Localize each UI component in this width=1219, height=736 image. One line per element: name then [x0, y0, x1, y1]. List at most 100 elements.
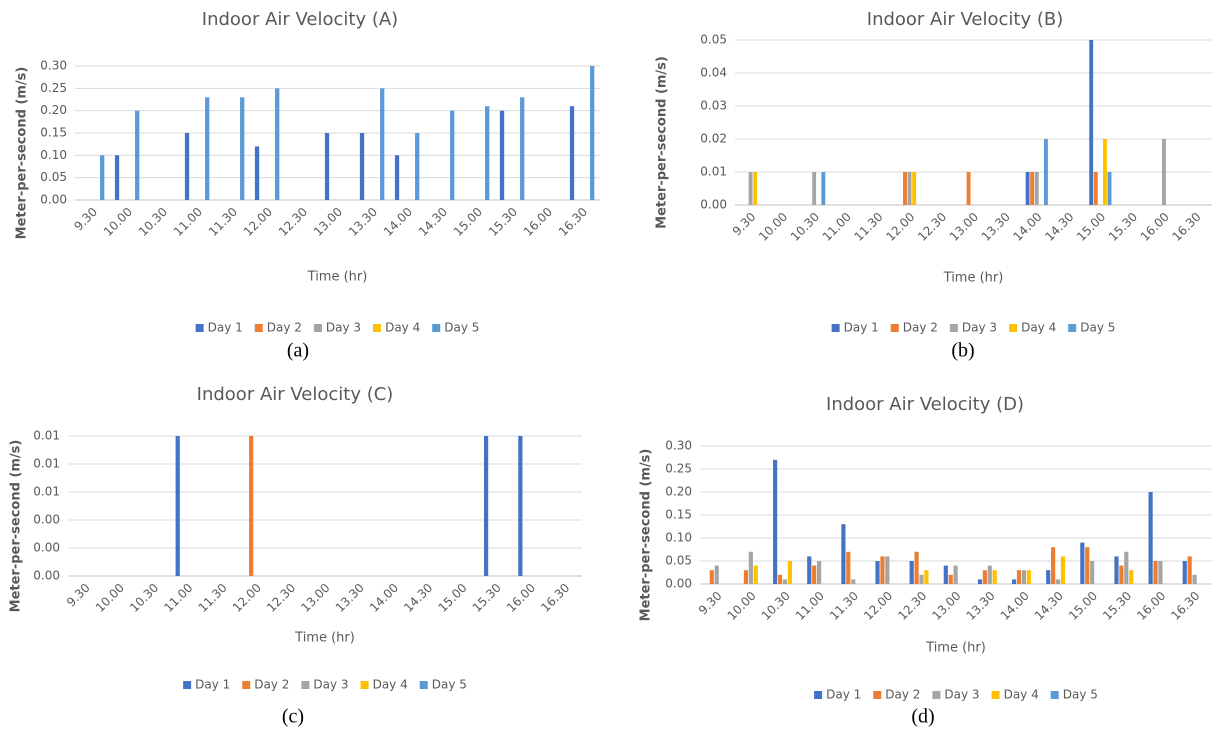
x-tick-label: 11.00 [171, 205, 205, 239]
bar [846, 551, 851, 584]
x-tick-label: 11.30 [827, 589, 861, 623]
bar [919, 574, 924, 584]
bar [903, 172, 907, 205]
legend-swatch [419, 681, 428, 689]
caption: (b) [951, 340, 974, 362]
bar [912, 172, 917, 205]
y-tick-label: 0.04 [700, 66, 727, 80]
y-tick-label: 0.30 [40, 59, 67, 73]
legend-label: Day 1 [826, 688, 861, 702]
x-tick-label: 12.30 [895, 589, 929, 623]
bar [777, 574, 783, 584]
bar [240, 97, 245, 200]
legend-label: Day 4 [385, 321, 420, 335]
bar [1107, 172, 1112, 205]
legend-label: Day 4 [373, 678, 408, 692]
y-tick-label: 0.00 [40, 193, 67, 207]
bar [415, 133, 420, 200]
x-tick-label: 14.00 [367, 581, 401, 615]
x-tick-label: 13.30 [979, 210, 1013, 244]
bar [1192, 574, 1197, 584]
bar [569, 106, 575, 200]
bar [885, 556, 890, 584]
bar [851, 579, 856, 584]
bar [924, 570, 929, 584]
legend-swatch [373, 324, 382, 332]
bar [1021, 570, 1026, 584]
y-tick-label: 0.20 [40, 103, 67, 117]
bar [907, 172, 912, 205]
x-tick-label: 13.30 [333, 581, 367, 615]
bar [841, 524, 846, 584]
chart-title: Indoor Air Velocity (A) [202, 9, 398, 30]
bar [1119, 565, 1124, 584]
legend-label: Day 2 [903, 321, 938, 335]
x-tick-label: 13.30 [346, 205, 380, 239]
bar [1055, 579, 1061, 584]
bar [1051, 547, 1056, 584]
bar [485, 106, 490, 200]
legend-swatch [991, 691, 1000, 699]
bar [1089, 40, 1094, 205]
chart-title: Indoor Air Velocity (B) [867, 9, 1063, 30]
y-tick-label: 0.05 [40, 170, 67, 184]
x-tick-label: 11.30 [852, 210, 886, 244]
x-tick-label: 12.00 [241, 205, 275, 239]
bar [812, 565, 817, 584]
bar [520, 97, 525, 200]
y-tick-label: 0.05 [700, 33, 727, 47]
y-tick-label: 0.00 [665, 577, 692, 591]
bar [114, 155, 120, 200]
bar [1102, 139, 1107, 205]
x-tick-label: 9.30 [71, 205, 100, 234]
x-tick-label: 14.30 [1042, 210, 1076, 244]
y-axis-title: Meter-per-second (m/s) [9, 440, 24, 613]
legend-swatch [301, 681, 310, 689]
caption: (a) [287, 340, 309, 362]
bar [1129, 570, 1134, 584]
bar [1187, 556, 1192, 584]
x-tick-label: 16.00 [1138, 210, 1172, 244]
legend-label: Day 5 [1063, 688, 1098, 702]
legend-label: Day 3 [944, 688, 979, 702]
y-axis-title: Meter-per-second (m/s) [15, 67, 30, 240]
bar [982, 570, 987, 584]
bar [1025, 172, 1030, 205]
x-tick-label: 9.30 [730, 210, 759, 239]
bar [499, 110, 505, 200]
y-tick-label: 0.00 [33, 569, 60, 583]
bar [100, 155, 105, 200]
x-tick-label: 11.00 [820, 210, 854, 244]
x-tick-label: 12.00 [861, 589, 895, 623]
x-tick-label: 10.30 [759, 589, 793, 623]
legend-label: Day 3 [326, 321, 361, 335]
bar [773, 459, 778, 584]
x-tick-label: 12.30 [915, 210, 949, 244]
x-tick-label: 13.00 [947, 210, 981, 244]
x-tick-label: 16.00 [521, 205, 555, 239]
bar [1085, 547, 1090, 584]
x-tick-label: 10.30 [136, 205, 170, 239]
y-tick-label: 0.15 [40, 126, 67, 140]
legend-swatch [1050, 691, 1059, 699]
bar [1090, 561, 1095, 584]
bar [753, 172, 758, 205]
legend: Day 1 Day 2 Day 3 Day 4 Day 5 [195, 321, 479, 335]
bar [1158, 561, 1163, 584]
bar [880, 556, 885, 584]
x-tick-label: 10.00 [756, 210, 790, 244]
x-tick-label: 13.00 [311, 205, 345, 239]
x-axis-title: Time (hr) [294, 631, 355, 646]
bar [1060, 556, 1066, 584]
bar [782, 579, 788, 584]
bar [394, 155, 400, 200]
bar [914, 551, 919, 584]
bar [953, 565, 958, 584]
bar [205, 97, 210, 200]
bar [380, 88, 385, 200]
bar [817, 561, 822, 584]
x-tick-label: 14.30 [401, 581, 435, 615]
bar [753, 565, 758, 584]
x-tick-label: 12.30 [264, 581, 298, 615]
legend-swatch [432, 324, 441, 332]
